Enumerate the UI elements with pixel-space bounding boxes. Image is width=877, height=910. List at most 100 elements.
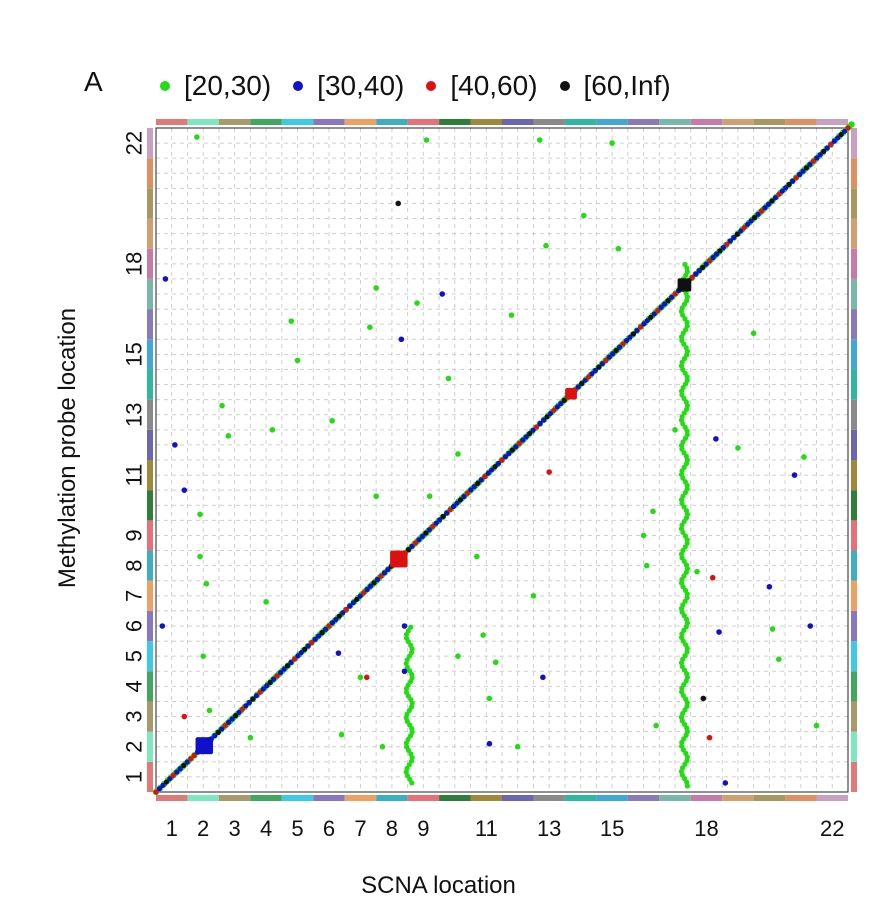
diagonal-point xyxy=(516,440,522,446)
diagonal-point xyxy=(163,779,169,785)
scatter-point xyxy=(373,493,379,500)
strip-right xyxy=(851,339,857,370)
diagonal-point xyxy=(741,225,747,231)
diagonal-point xyxy=(662,301,668,307)
scatter-point xyxy=(159,623,166,629)
scatter-point xyxy=(801,454,807,460)
scatter-point xyxy=(474,553,480,560)
legend-label: [20,30) xyxy=(184,70,272,101)
strip-top xyxy=(785,119,817,125)
strip-left xyxy=(147,429,153,460)
diagonal-point xyxy=(333,616,339,622)
strip-bottom xyxy=(533,795,565,801)
diagonal-point xyxy=(720,244,727,251)
scatter-point xyxy=(653,722,659,729)
diagonal-point xyxy=(838,132,844,138)
diagonal-point xyxy=(613,347,619,354)
scatter-point xyxy=(640,532,647,539)
strip-top xyxy=(439,119,471,125)
strip-bottom xyxy=(785,795,817,801)
scatter-point xyxy=(181,487,188,493)
scatter-point xyxy=(713,436,719,442)
diagonal-point xyxy=(489,467,495,473)
x-tick-label: 5 xyxy=(291,816,303,841)
scatter-point xyxy=(363,674,370,681)
strip-left xyxy=(147,610,153,642)
y-tick-label: 8 xyxy=(122,560,147,572)
diagonal-point xyxy=(610,351,616,357)
scatter-point xyxy=(694,568,700,575)
diagonal-point xyxy=(779,188,785,194)
diagonal-point xyxy=(284,663,291,669)
scatter-point xyxy=(203,580,210,587)
diagonal-point xyxy=(288,659,294,666)
scatter-point xyxy=(546,469,552,475)
diagonal-point xyxy=(506,450,512,456)
diagonal-point xyxy=(575,384,581,390)
diagonal-point xyxy=(364,586,370,593)
y-tick-label: 4 xyxy=(122,680,147,692)
diagonal-point xyxy=(793,175,799,181)
diagonal-point xyxy=(461,493,467,500)
strip-top xyxy=(564,119,597,125)
diagonal-point xyxy=(312,636,318,642)
diagonal-point xyxy=(444,510,450,516)
diagonal-point xyxy=(264,683,270,689)
scatter-point xyxy=(172,442,178,448)
diagonal-point xyxy=(329,620,336,626)
diagonal-point xyxy=(405,547,412,553)
strip-bottom xyxy=(470,795,502,801)
diagonal-point xyxy=(170,772,176,779)
diagonal-point xyxy=(305,643,311,649)
diagonal-point xyxy=(513,444,519,450)
diagonal-point xyxy=(717,248,723,254)
block-point xyxy=(686,278,692,283)
strip-top xyxy=(659,119,691,125)
diagonal-point xyxy=(585,374,592,380)
block-point xyxy=(572,387,578,393)
strip-bottom xyxy=(407,795,440,801)
diagonal-point xyxy=(589,371,595,377)
diagonal-point xyxy=(790,178,796,184)
strip-top xyxy=(753,119,786,125)
diagonal-point xyxy=(655,308,661,314)
diagonal-point xyxy=(322,626,329,632)
diagonal-point xyxy=(239,706,246,712)
column-point xyxy=(682,261,688,268)
diagonal-point xyxy=(523,434,529,440)
diagonal-point xyxy=(426,527,432,533)
diagonal-point xyxy=(188,756,194,762)
diagonal-point xyxy=(648,314,654,320)
strip-left xyxy=(147,158,153,189)
scatter-point xyxy=(486,695,493,702)
strip-bottom xyxy=(564,795,597,801)
scatter-point xyxy=(643,562,650,569)
diagonal-point xyxy=(603,357,609,363)
x-tick-label: 7 xyxy=(354,816,366,841)
diagonal-point xyxy=(295,653,301,659)
diagonal-point xyxy=(471,483,477,490)
strip-top xyxy=(156,119,188,125)
strip-right xyxy=(851,278,857,310)
y-tick-label: 7 xyxy=(122,590,147,602)
diagonal-point xyxy=(219,726,225,732)
column-point xyxy=(684,540,690,546)
y-axis-title: Methylation probe location xyxy=(54,307,81,589)
scatter-point xyxy=(445,375,452,382)
legend-dot-blue xyxy=(293,81,304,91)
x-tick-label: 4 xyxy=(260,816,272,841)
diagonal-point xyxy=(627,334,633,340)
strip-bottom xyxy=(690,795,723,801)
strip-top xyxy=(470,119,502,125)
diagonal-point xyxy=(440,513,446,520)
diagonal-point xyxy=(713,251,720,257)
strip-left xyxy=(147,701,153,732)
scatter-point xyxy=(455,653,461,659)
diagonal-point xyxy=(727,238,733,244)
legend-dot-red xyxy=(426,81,437,91)
diagonal-point xyxy=(644,317,650,324)
strip-right xyxy=(851,399,857,430)
strip-right xyxy=(851,761,857,792)
scatter-point xyxy=(492,659,499,666)
